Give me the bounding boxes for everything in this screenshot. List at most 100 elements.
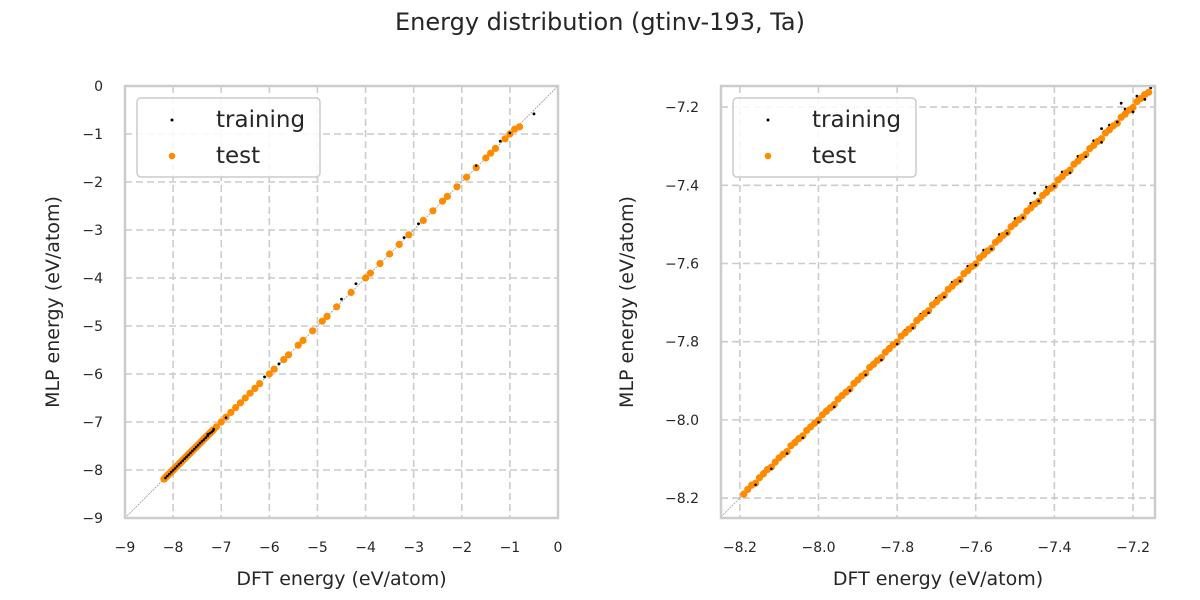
- x-tick-label: −1: [500, 540, 521, 556]
- test-point: [893, 338, 901, 346]
- test-point: [814, 416, 823, 424]
- test-point: [443, 192, 451, 200]
- training-point: [191, 449, 194, 453]
- training-point: [1033, 191, 1037, 195]
- training-point: [911, 326, 915, 330]
- y-tick-label: −8.2: [665, 491, 699, 507]
- training-point: [169, 470, 173, 474]
- training-point: [175, 465, 179, 468]
- training-point: [212, 427, 216, 431]
- test-point: [453, 183, 461, 191]
- axes-frame: [719, 84, 1157, 520]
- training-point: [832, 405, 836, 409]
- test-point: [318, 317, 326, 325]
- test-point: [280, 356, 288, 364]
- test-point: [909, 322, 917, 331]
- training-point: [754, 483, 757, 487]
- test-point: [265, 370, 273, 378]
- training-point: [1053, 184, 1056, 188]
- test-point: [462, 173, 471, 181]
- test-point: [251, 384, 259, 392]
- training-point: [801, 436, 805, 440]
- test-point: [799, 432, 807, 440]
- test-point: [284, 351, 293, 359]
- training-point: [263, 375, 266, 379]
- test-point: [862, 369, 870, 377]
- training-point: [1115, 120, 1119, 124]
- training-point: [200, 439, 204, 443]
- y-tick-label: −1: [82, 127, 103, 143]
- test-point: [1066, 166, 1074, 174]
- test-point: [487, 149, 495, 157]
- axes-frame: [123, 84, 560, 520]
- test-point: [256, 380, 264, 388]
- x-axis-label: DFT energy (eV/atom): [833, 568, 1043, 590]
- test-point: [482, 154, 490, 162]
- legend-marker-test: [168, 152, 176, 160]
- training-point: [192, 447, 196, 451]
- test-point: [924, 307, 933, 315]
- test-point: [232, 404, 240, 412]
- x-tick-label: −2: [451, 540, 472, 556]
- test-point: [246, 389, 254, 397]
- y-tick-label: −9: [82, 511, 103, 527]
- training-point: [167, 472, 171, 476]
- training-point: [498, 139, 502, 143]
- training-point: [1084, 155, 1088, 159]
- training-point: [1135, 94, 1139, 98]
- test-point: [1097, 135, 1106, 143]
- legend-marker-test: [764, 152, 772, 160]
- x-tick-label: −8.2: [723, 540, 757, 556]
- test-point: [515, 123, 524, 131]
- x-tick-label: −7.8: [880, 540, 914, 556]
- training-point: [785, 452, 789, 455]
- test-point: [395, 240, 403, 248]
- test-point: [956, 275, 964, 284]
- y-tick-label: −7.6: [665, 256, 699, 272]
- training-point: [277, 362, 281, 366]
- training-point: [1131, 110, 1135, 114]
- test-point: [429, 207, 437, 215]
- test-point: [366, 269, 374, 277]
- training-point: [354, 282, 358, 286]
- training-point: [958, 279, 962, 283]
- test-point: [376, 260, 384, 268]
- test-point: [940, 291, 948, 299]
- training-point: [173, 467, 177, 470]
- training-point: [204, 436, 208, 439]
- data-points: [160, 112, 536, 483]
- y-tick-label: −2: [82, 175, 103, 191]
- legend: training test: [732, 97, 917, 178]
- y-tick-label: −7.2: [665, 100, 699, 116]
- figure-title: Energy distribution (gtinv-193, Ta): [395, 8, 805, 36]
- test-point: [491, 144, 500, 152]
- legend-label-test: test: [216, 143, 260, 169]
- y-tick-label: −3: [82, 223, 103, 239]
- test-point: [846, 385, 854, 393]
- training-point: [202, 438, 206, 441]
- training-point: [417, 222, 420, 226]
- test-point: [333, 303, 341, 311]
- training-point: [1143, 97, 1147, 101]
- x-tick-label: −7.6: [959, 540, 993, 556]
- test-point: [323, 312, 331, 320]
- test-point: [472, 164, 480, 172]
- x-tick-label: −8.0: [801, 540, 835, 556]
- training-point: [185, 455, 188, 459]
- training-point: [183, 457, 186, 461]
- training-point: [880, 358, 883, 362]
- test-point: [1082, 150, 1090, 159]
- test-point: [241, 394, 249, 402]
- training-point: [179, 461, 183, 464]
- x-tick-label: −7.4: [1037, 540, 1071, 556]
- training-point: [1005, 232, 1009, 235]
- x-tick-label: −6: [259, 540, 280, 556]
- y-tick-label: −4: [82, 271, 103, 287]
- training-point: [1119, 101, 1123, 105]
- training-point: [848, 389, 852, 392]
- training-point: [990, 247, 993, 251]
- legend-label-training: training: [812, 107, 901, 133]
- test-point: [1145, 88, 1153, 96]
- x-tick-label: −4: [355, 540, 376, 556]
